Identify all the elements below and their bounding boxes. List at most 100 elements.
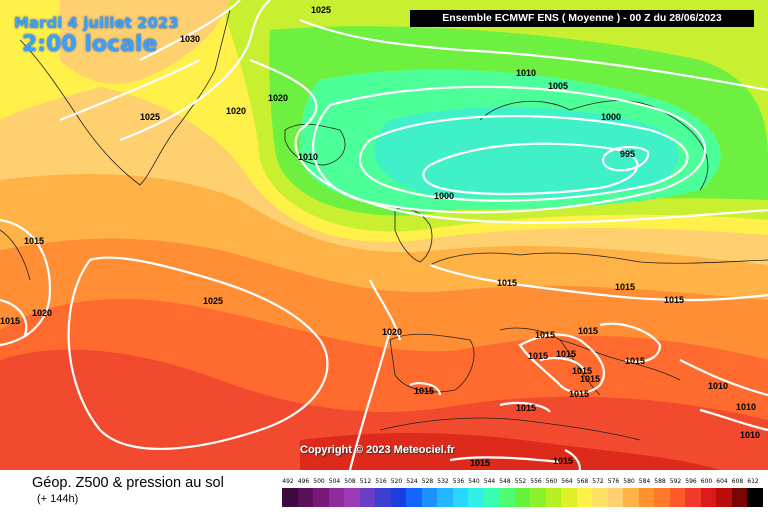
scale-tick-label: 556 xyxy=(530,478,542,485)
scale-color-cell xyxy=(685,488,701,507)
scale-tick-label: 512 xyxy=(359,478,372,485)
scale-color-cell xyxy=(747,488,763,507)
scale-tick-label: 592 xyxy=(669,478,682,485)
scale-tick-label: 600 xyxy=(700,478,713,485)
isobar-label: 1015 xyxy=(615,282,635,292)
scale-tick-label: 540 xyxy=(468,478,480,485)
isobar-label: 1010 xyxy=(516,68,536,78)
scale-color-cell xyxy=(607,488,623,507)
scale-color-cell xyxy=(530,488,546,507)
color-scale-bar xyxy=(282,488,763,507)
scale-color-cell xyxy=(638,488,654,507)
scale-tick-label: 572 xyxy=(592,478,604,485)
isobar-label: 1010 xyxy=(736,402,756,412)
isobar-label: 1020 xyxy=(382,327,402,337)
model-title: Ensemble ECMWF ENS ( Moyenne ) - 00 Z du… xyxy=(410,10,754,27)
scale-tick-label: 608 xyxy=(731,478,744,485)
scale-tick-label: 536 xyxy=(452,478,465,485)
scale-tick-label: 520 xyxy=(390,478,403,485)
isobar-label: 995 xyxy=(620,149,635,159)
isobar-label: 1015 xyxy=(625,356,645,366)
forecast-time: 2:00 locale xyxy=(22,32,158,57)
isobar-label: 1015 xyxy=(580,374,600,384)
scale-tick-label: 560 xyxy=(545,478,558,485)
scale-tick-label: 500 xyxy=(313,478,325,485)
scale-color-cell xyxy=(437,488,453,507)
forecast-lead: (+ 144h) xyxy=(37,493,79,505)
scale-tick-label: 580 xyxy=(623,478,635,485)
scale-tick-label: 604 xyxy=(716,478,728,485)
scale-tick-label: 612 xyxy=(747,478,759,485)
band-southred xyxy=(0,349,768,470)
scale-tick-label: 524 xyxy=(406,478,418,485)
isobars xyxy=(0,0,768,470)
scale-color-cell xyxy=(468,488,484,507)
scale-tick-label: 584 xyxy=(638,478,651,485)
isobar-label: 1015 xyxy=(556,349,576,359)
scale-color-cell xyxy=(545,488,561,507)
isobar-label: 1000 xyxy=(601,112,621,122)
isobar-label: 1015 xyxy=(0,316,20,326)
scale-color-cell xyxy=(669,488,685,507)
scale-tick-label: 508 xyxy=(344,478,356,485)
isobar-label: 1000 xyxy=(434,191,454,201)
scale-color-cell xyxy=(390,488,406,507)
band-peach-nw xyxy=(60,0,230,84)
scale-color-cell xyxy=(297,488,313,507)
scale-tick-label: 504 xyxy=(328,478,341,485)
scale-color-cell xyxy=(483,488,499,507)
scale-tick-label: 516 xyxy=(375,478,387,485)
scale-color-cell xyxy=(716,488,732,507)
weather-map: 1025 1030 1020 1025 1020 1010 1005 1000 … xyxy=(0,0,768,470)
scale-color-cell xyxy=(375,488,391,507)
scale-tick-label: 532 xyxy=(437,478,449,485)
scale-tick-label: 496 xyxy=(297,478,310,485)
copyright: Copyright © 2023 Meteociel.fr xyxy=(300,444,455,456)
scale-tick-label: 596 xyxy=(685,478,697,485)
isobar-label: 1025 xyxy=(203,296,223,306)
isobar-label: 1010 xyxy=(298,152,318,162)
isobar-label: 1015 xyxy=(470,458,490,468)
isobar-label: 1015 xyxy=(528,351,548,361)
scale-tick-label: 528 xyxy=(421,478,434,485)
isobar-label: 1030 xyxy=(180,34,200,44)
isobar-label: 1010 xyxy=(740,430,760,440)
isobar-label: 1020 xyxy=(268,93,288,103)
scale-color-cell xyxy=(561,488,577,507)
isobar-label: 1015 xyxy=(497,278,517,288)
scale-tick-label: 564 xyxy=(561,478,573,485)
isobar-label: 1020 xyxy=(32,308,52,318)
scale-color-cell xyxy=(344,488,360,507)
scale-color-cell xyxy=(576,488,592,507)
scale-color-cell xyxy=(623,488,639,507)
scale-color-cell xyxy=(499,488,515,507)
scale-color-cell xyxy=(731,488,747,507)
scale-color-cell xyxy=(313,488,329,507)
scale-color-cell xyxy=(592,488,608,507)
forecast-date: Mardi 4 juillet 2023 xyxy=(14,14,179,32)
isobar-label: 1015 xyxy=(569,389,589,399)
scale-tick-label: 576 xyxy=(607,478,620,485)
isobar-label: 1005 xyxy=(548,81,568,91)
scale-tick-label: 568 xyxy=(576,478,589,485)
isobar-label: 1015 xyxy=(535,330,555,340)
scale-tick-label: 544 xyxy=(483,478,496,485)
scale-tick-label: 552 xyxy=(514,478,527,485)
scale-tick-label: 492 xyxy=(282,478,294,485)
isobar-label: 1025 xyxy=(140,112,160,122)
isobar-labels: 1025 1030 1020 1025 1020 1010 1005 1000 … xyxy=(0,5,760,468)
scale-color-cell xyxy=(514,488,530,507)
scale-color-cell xyxy=(654,488,670,507)
scale-color-cell xyxy=(359,488,375,507)
isobar-label: 1015 xyxy=(414,386,434,396)
isobar-label: 1015 xyxy=(572,366,592,376)
scale-color-cell xyxy=(421,488,437,507)
isobar-label: 1015 xyxy=(24,236,44,246)
scale-color-cell xyxy=(282,488,298,507)
isobar-label: 1020 xyxy=(226,106,246,116)
isobar-label: 1010 xyxy=(708,381,728,391)
scale-color-cell xyxy=(406,488,422,507)
isobar-label: 1015 xyxy=(664,295,684,305)
isobar-label: 1025 xyxy=(311,5,331,15)
